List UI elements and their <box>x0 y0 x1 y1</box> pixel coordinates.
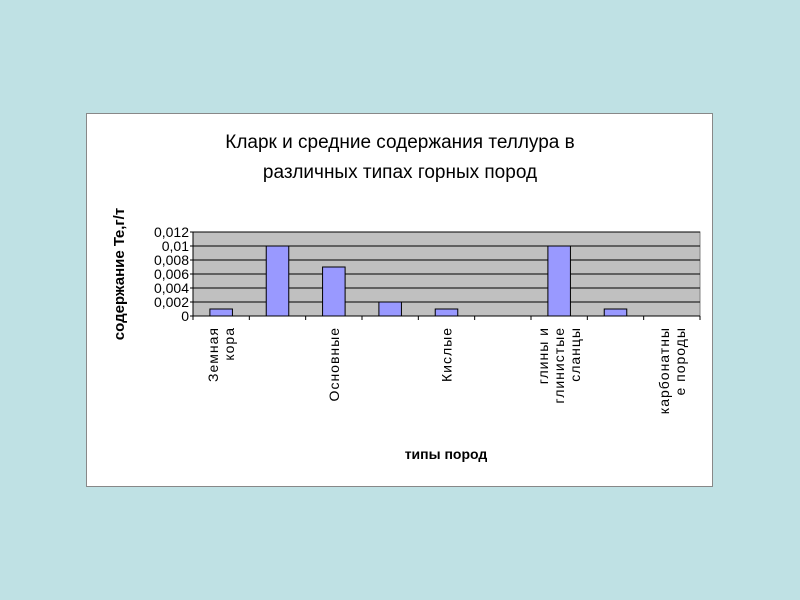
x-tick-label: Кислые <box>439 327 455 382</box>
y-tick-label: 0,006 <box>154 266 189 282</box>
bar <box>209 308 233 317</box>
y-tick-label: 0,004 <box>154 280 189 296</box>
x-tick-label: карбонатные породы <box>656 327 688 414</box>
bar <box>265 245 290 317</box>
y-tick-label: 0 <box>181 308 189 324</box>
y-tick-label: 0,012 <box>154 224 189 240</box>
x-tick-label: Основные <box>326 327 342 401</box>
bar <box>434 308 459 317</box>
x-axis-title: типы пород <box>405 446 488 462</box>
bar <box>322 266 346 317</box>
bar <box>378 301 402 317</box>
x-tick-label: Земнаякора <box>205 327 237 382</box>
y-tick-label: 0,002 <box>154 294 189 310</box>
y-axis-title: содержание Te,г/т <box>111 208 128 340</box>
y-tick-label: 0,008 <box>154 252 189 268</box>
y-tick-label: 0,01 <box>162 238 189 254</box>
bar <box>547 245 571 317</box>
bar <box>603 308 628 317</box>
chart-title: Кларк и средние содержания теллура в разл… <box>225 132 574 183</box>
x-tick-label: глины иглинистыесланцы <box>535 327 583 404</box>
